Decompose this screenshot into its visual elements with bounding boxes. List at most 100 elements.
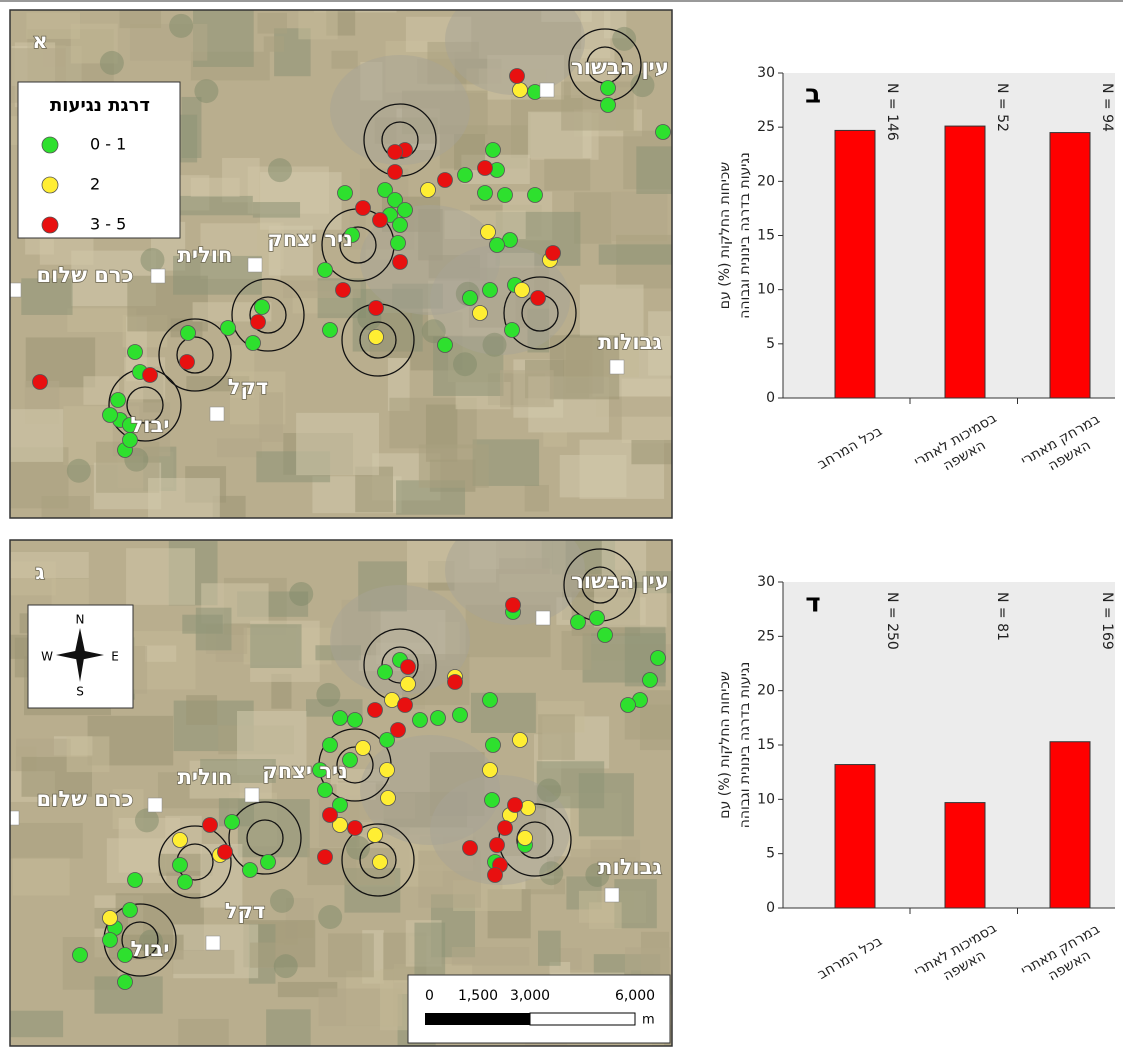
- place-marker: [5, 811, 19, 825]
- plot-point: [515, 283, 530, 298]
- y-tick-label: 10: [757, 791, 775, 807]
- plot-point: [323, 738, 338, 753]
- field: [145, 646, 176, 662]
- field: [126, 548, 195, 605]
- plot-point: [348, 713, 363, 728]
- plot-point: [421, 183, 436, 198]
- plot-point: [528, 188, 543, 203]
- place-name: כרם שלום: [37, 787, 134, 811]
- place-name: ניר יצחק: [267, 227, 352, 251]
- plot-point: [318, 783, 333, 798]
- field: [589, 902, 622, 929]
- plot-point: [398, 203, 413, 218]
- plot-point: [128, 345, 143, 360]
- place-name: יבול: [131, 937, 170, 961]
- bar: [945, 126, 985, 398]
- plot-point: [143, 368, 158, 383]
- plot-point: [458, 168, 473, 183]
- pivot: [483, 333, 507, 357]
- y-tick-label: 15: [757, 228, 775, 244]
- plot-point: [356, 741, 371, 756]
- legend-swatch: [42, 177, 58, 193]
- plot-point: [73, 948, 88, 963]
- y-tick-label: 10: [757, 282, 775, 298]
- plot-point: [531, 291, 546, 306]
- plot-point: [261, 855, 276, 870]
- scale-label: 6,000: [615, 988, 655, 1004]
- x-tick-label: במרחק מאתריהאשפה: [1018, 921, 1111, 995]
- bar: [1050, 742, 1090, 908]
- pivot: [268, 158, 292, 182]
- pivot: [289, 582, 313, 606]
- field: [538, 931, 561, 966]
- plot-point: [118, 975, 133, 990]
- place-name: כרם שלום: [37, 263, 134, 287]
- x-tick-label: בסמיכות לאתריהאשפה: [912, 920, 1009, 996]
- plot-point: [318, 263, 333, 278]
- field: [13, 858, 70, 896]
- pivot: [537, 779, 561, 803]
- pivot: [194, 79, 218, 103]
- pivot: [140, 248, 164, 272]
- plot-point: [438, 338, 453, 353]
- n-annotation: N = 81: [994, 592, 1010, 641]
- field: [191, 178, 240, 197]
- field: [148, 478, 220, 540]
- plot-point: [571, 615, 586, 630]
- plot-point: [505, 323, 520, 338]
- plot-point: [323, 808, 338, 823]
- plot-point: [656, 125, 671, 140]
- compass-letter: E: [111, 650, 119, 664]
- field: [217, 438, 262, 457]
- y-tick-label: 20: [757, 683, 775, 699]
- y-tick-label: 20: [757, 173, 775, 189]
- compass-letter: N: [76, 613, 85, 627]
- compass-letter: W: [41, 650, 53, 664]
- plot-point: [33, 375, 48, 390]
- panel-label: ג: [35, 560, 44, 584]
- plot-point: [380, 763, 395, 778]
- plot-point: [103, 933, 118, 948]
- plot-point: [173, 858, 188, 873]
- field: [266, 1009, 311, 1050]
- compass-letter: S: [76, 685, 84, 699]
- y-tick-label: 30: [757, 574, 775, 590]
- x-tick-label: בכל המרחב: [815, 423, 885, 473]
- place-marker: [148, 798, 162, 812]
- pivot: [274, 954, 298, 978]
- field: [500, 370, 554, 407]
- field: [580, 285, 644, 337]
- field: [264, 36, 284, 51]
- plot-point: [490, 838, 505, 853]
- field: [186, 695, 217, 725]
- plot-point: [431, 711, 446, 726]
- place-name: יבול: [131, 413, 170, 437]
- plot-point: [393, 255, 408, 270]
- plot-point: [601, 81, 616, 96]
- legend-swatch: [42, 137, 58, 153]
- plot-point: [478, 161, 493, 176]
- place-marker: [536, 611, 550, 625]
- plot-point: [453, 708, 468, 723]
- place-marker: [248, 258, 262, 272]
- scale-seg: [425, 1013, 530, 1025]
- bar: [945, 803, 985, 908]
- plot-point: [373, 213, 388, 228]
- legend-label: 0 - 1: [90, 135, 126, 154]
- y-tick-label: 25: [757, 628, 775, 644]
- plot-point: [448, 675, 463, 690]
- plot-point: [128, 873, 143, 888]
- panel-label: ד: [805, 589, 820, 619]
- field: [631, 440, 697, 464]
- plot-point: [251, 315, 266, 330]
- x-tick-label: בסמיכות לאתריהאשפה: [912, 410, 1009, 486]
- x-tick-label: במרחק מאתריהאשפה: [1018, 411, 1111, 485]
- plot-point: [381, 791, 396, 806]
- map-c: עין הבשורניר יצחקחוליתכרם שלוםגבולותדקלי…: [0, 515, 727, 1053]
- pivot: [100, 51, 124, 75]
- plot-point: [473, 306, 488, 321]
- plot-point: [388, 145, 403, 160]
- plot-point: [103, 408, 118, 423]
- plot-point: [111, 393, 126, 408]
